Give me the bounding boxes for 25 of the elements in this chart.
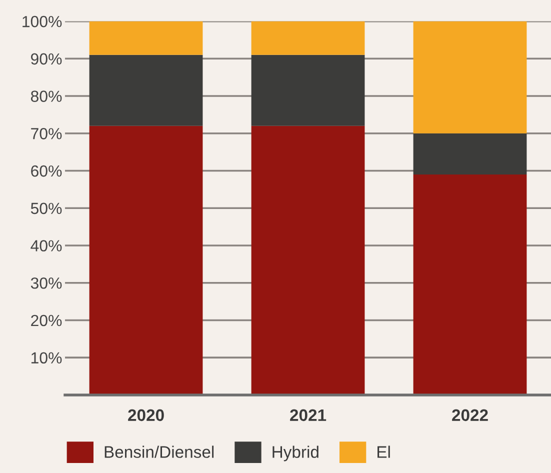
y-tick-label: 10% <box>31 352 62 364</box>
y-tick-label: 20% <box>31 314 62 326</box>
bar <box>413 133 527 174</box>
bar <box>89 21 203 55</box>
y-tick-label: 50% <box>30 202 62 214</box>
bar <box>251 126 365 395</box>
bar <box>251 54 365 126</box>
legend-label: El <box>378 446 390 458</box>
bar <box>413 21 527 134</box>
y-tick-label: 70% <box>31 128 62 140</box>
y-tick-label: 60% <box>31 165 62 177</box>
legend-label: Hybrid <box>272 446 318 462</box>
y-tick-label: 100% <box>22 16 62 28</box>
bar <box>251 21 365 55</box>
x-tick-label: 2020 <box>128 409 164 422</box>
x-tick-label: 2022 <box>452 409 488 422</box>
y-tick-label: 30% <box>30 277 62 289</box>
bar <box>89 126 203 395</box>
x-tick-label: 2021 <box>290 409 326 422</box>
bar <box>89 54 203 126</box>
legend-label: Bensin/Diensel <box>104 446 214 458</box>
bar <box>413 174 527 395</box>
y-tick-label: 80% <box>30 90 62 102</box>
y-tick-label: 40% <box>30 240 62 252</box>
y-tick-label: 90% <box>31 53 62 65</box>
